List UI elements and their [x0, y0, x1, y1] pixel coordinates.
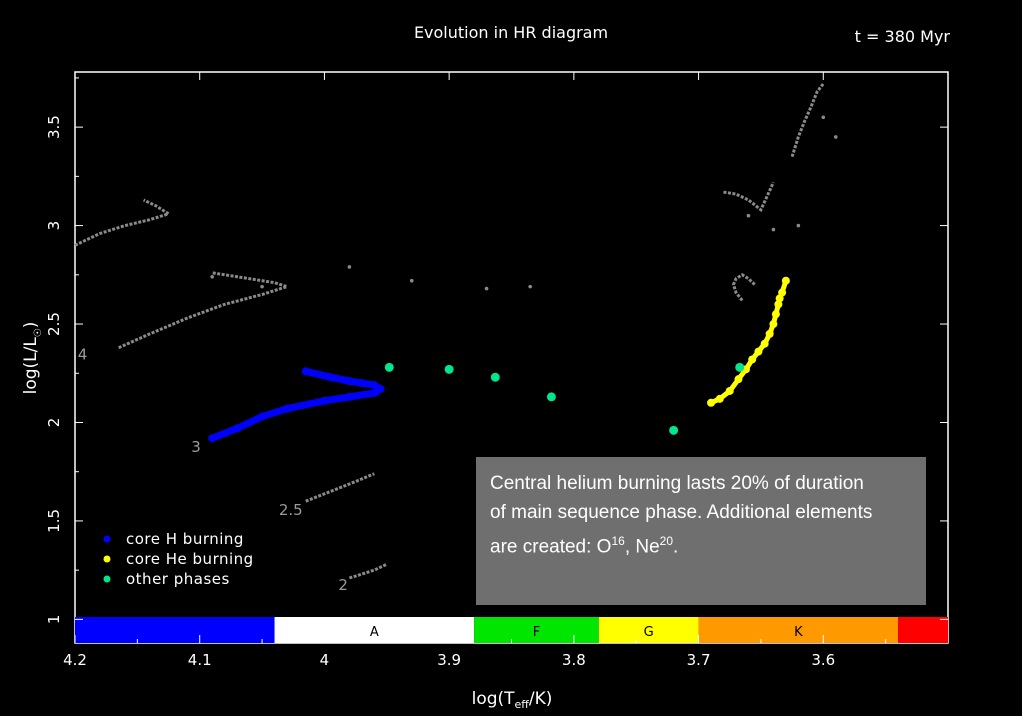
axis-ticks: 4.2 4.1 4 3.9 3.8 3.7 3.6 1 1.5 2 2.5 3 3.5 — [45, 72, 948, 669]
data-series — [208, 276, 790, 443]
series-point-h-10 — [345, 377, 354, 386]
x-tick-label-6: 3.6 — [811, 651, 835, 669]
info-line-3: are created: O16, Ne20. — [490, 534, 679, 558]
spectral-label-k: K — [794, 625, 803, 640]
legend-label-he: core He burning — [126, 550, 254, 568]
grey-point-6 — [746, 213, 751, 218]
y-tick-label-5: 3.5 — [45, 115, 63, 139]
series-point-other-2 — [490, 372, 500, 382]
grey-point-3 — [409, 278, 414, 283]
series-line-he — [708, 278, 789, 406]
series-point-other-1 — [444, 364, 454, 374]
mass-label-1: 3 — [191, 438, 201, 456]
y-tick-label-2: 2 — [45, 418, 63, 428]
grey-track-0 — [74, 198, 173, 247]
other-mass-tracks — [74, 82, 825, 580]
series-point-other-0 — [384, 362, 394, 372]
y-axis-label: log(L/L☉) — [21, 322, 44, 395]
spectral-band-2 — [474, 617, 599, 643]
grey-track-4 — [731, 273, 756, 302]
series-point-other-3 — [546, 392, 556, 402]
series-point-he-6 — [754, 347, 763, 356]
series-point-he-1 — [715, 394, 724, 403]
series-point-h-11 — [326, 373, 335, 382]
series-point-he-3 — [734, 375, 743, 384]
series-point-h-4 — [320, 396, 329, 405]
series-point-h-6 — [370, 388, 379, 397]
x-tick-label-1: 4.1 — [188, 651, 212, 669]
y-tick-label-3: 2.5 — [45, 312, 63, 336]
grey-track-2 — [305, 472, 375, 503]
grey-point-8 — [821, 115, 826, 120]
mass-label-3: 2 — [338, 576, 348, 594]
time-readout: t = 380 Myr — [855, 27, 951, 46]
legend-swatch-he — [103, 555, 111, 563]
spectral-label-g: G — [644, 625, 654, 640]
mass-labels: 432.52 — [78, 345, 348, 593]
x-tick-label-2: 4 — [320, 651, 330, 669]
series-point-he-10 — [771, 310, 780, 319]
track-scatter-points — [210, 115, 838, 291]
series-point-h-0 — [208, 434, 217, 443]
series-point-h-8 — [370, 381, 379, 390]
chart-title: Evolution in HR diagram — [414, 23, 608, 42]
grey-track-3 — [348, 562, 388, 580]
series-point-h-12 — [301, 367, 310, 376]
series-point-he-8 — [765, 329, 774, 338]
series-point-other-4 — [669, 425, 679, 435]
mass-label-2: 2.5 — [279, 501, 303, 519]
series-point-he-9 — [769, 320, 778, 329]
series-point-h-9 — [357, 379, 366, 388]
grey-point-4 — [484, 286, 489, 291]
y-tick-label-1: 1.5 — [45, 509, 63, 533]
legend-label-h: core H burning — [126, 530, 244, 548]
x-tick-label-4: 3.8 — [562, 651, 586, 669]
x-tick-label-5: 3.7 — [687, 651, 711, 669]
series-point-h-2 — [258, 412, 267, 421]
series-point-he-14 — [781, 276, 790, 285]
spectral-band-3 — [598, 617, 699, 643]
x-axis-label: log(Teff/K) — [472, 689, 553, 711]
series-point-he-13 — [778, 288, 787, 297]
spectral-band-0 — [75, 617, 275, 643]
info-annotation-box: Central helium burning lasts 20% of dura… — [476, 457, 926, 605]
series-point-h-1 — [233, 424, 242, 433]
legend-label-other: other phases — [126, 570, 230, 588]
grey-point-5 — [528, 284, 533, 289]
series-point-h-5 — [345, 392, 354, 401]
series-point-he-2 — [725, 386, 734, 395]
legend-swatch-other — [103, 575, 111, 583]
grey-point-7 — [771, 227, 776, 232]
series-point-he-7 — [760, 339, 769, 348]
series-point-he-0 — [707, 398, 716, 407]
y-tick-label-4: 3 — [45, 221, 63, 231]
x-tick-label-0: 4.2 — [63, 651, 87, 669]
grey-point-10 — [796, 223, 801, 228]
spectral-band-1 — [274, 617, 475, 643]
x-tick-label-3: 3.9 — [437, 651, 461, 669]
grey-point-9 — [833, 135, 838, 139]
grey-point-0 — [210, 274, 214, 279]
legend: core H burning core He burning other pha… — [103, 530, 254, 588]
mass-label-0: 4 — [78, 345, 88, 363]
grey-track-1 — [118, 271, 292, 350]
grey-track-5 — [723, 181, 775, 213]
series-point-h-3 — [283, 404, 292, 413]
spectral-band-4 — [698, 617, 899, 643]
legend-swatch-h — [103, 535, 111, 543]
info-line-2: of main sequence phase. Additional eleme… — [490, 502, 873, 523]
spectral-label-a: A — [370, 625, 379, 640]
grey-point-1 — [260, 284, 264, 289]
grey-track-6 — [790, 82, 825, 158]
series-point-other-5 — [735, 362, 745, 372]
grey-point-2 — [347, 265, 352, 269]
info-line-1: Central helium burning lasts 20% of dura… — [490, 473, 864, 494]
series-point-h-7 — [376, 385, 385, 394]
y-tick-label-0: 1 — [45, 615, 63, 625]
spectral-band-5 — [898, 617, 948, 643]
series-point-he-5 — [748, 355, 757, 364]
spectral-label-f: F — [533, 625, 540, 640]
